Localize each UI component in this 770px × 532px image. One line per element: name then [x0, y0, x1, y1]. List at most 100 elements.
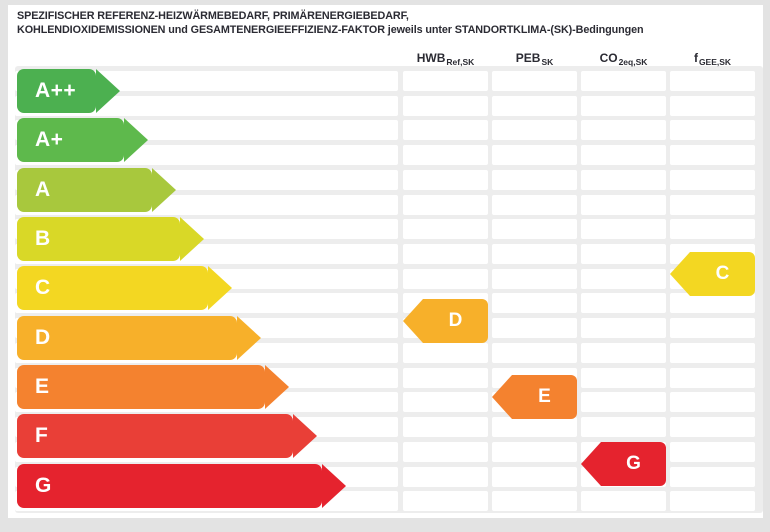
chart-title-line2: KOHLENDIOXIDEMISSIONEN und GESAMTENERGIE… — [17, 24, 644, 36]
grid-cell — [581, 71, 666, 91]
grid-cell — [581, 145, 666, 165]
rating-marker-label: G — [626, 453, 641, 474]
grid-cell — [492, 219, 577, 239]
grid-cell — [492, 442, 577, 462]
grid-cell — [492, 293, 577, 313]
arrow-left-icon — [581, 442, 601, 486]
grid-cell — [670, 71, 755, 91]
column-header-main: CO — [599, 51, 618, 65]
chart-title: SPEZIFISCHER REFERENZ-HEIZWÄRMEBEDARF, P… — [17, 9, 644, 37]
rating-marker-fgee-C: C — [670, 252, 755, 296]
arrow-right-icon — [180, 217, 204, 261]
class-arrow-B: B — [17, 217, 204, 261]
grid-cell — [403, 219, 488, 239]
grid-cell — [670, 318, 755, 338]
column-header-main: HWB — [416, 51, 446, 65]
class-arrow-body — [17, 365, 265, 409]
column-header-co2: CO2eq,SK — [581, 51, 666, 67]
arrow-left-icon — [403, 299, 423, 343]
grid-cell — [492, 491, 577, 511]
arrow-right-icon — [208, 266, 232, 310]
class-arrow-A++: A++ — [17, 69, 120, 113]
class-arrow-body — [17, 316, 237, 360]
column-headers: HWBRef,SK PEBSK CO2eq,SK fGEE,SK — [0, 51, 770, 69]
grid-cell — [403, 145, 488, 165]
grid-cell — [581, 269, 666, 289]
class-arrow-label: D — [35, 326, 51, 349]
column-header-main: PEB — [515, 51, 541, 65]
class-arrow-body — [17, 464, 322, 508]
class-arrow-A: A — [17, 168, 176, 212]
grid-cell — [492, 195, 577, 215]
rating-marker-peb-E: E — [492, 375, 577, 419]
rating-marker-body — [601, 442, 666, 486]
grid-cell — [403, 491, 488, 511]
class-arrow-body — [17, 69, 96, 113]
grid-cell — [670, 417, 755, 437]
grid-cell — [403, 96, 488, 116]
class-arrow-G: G — [17, 464, 346, 508]
class-arrow-D: D — [17, 316, 261, 360]
class-arrow-label: G — [35, 474, 52, 497]
grid-cell — [581, 392, 666, 412]
grid-cell — [403, 442, 488, 462]
arrow-right-icon — [293, 414, 317, 458]
column-header-main: f — [693, 51, 698, 65]
rating-marker-label: C — [715, 263, 730, 284]
class-arrow-label: A++ — [35, 79, 77, 102]
grid-cell — [492, 417, 577, 437]
column-header-fgee: fGEE,SK — [670, 51, 755, 67]
grid-cell — [581, 318, 666, 338]
class-arrow-label: A+ — [35, 128, 64, 151]
grid-cell — [581, 343, 666, 363]
grid-cell — [403, 170, 488, 190]
grid-cell — [670, 442, 755, 462]
arrow-right-icon — [124, 118, 148, 162]
grid-cell — [492, 343, 577, 363]
grid-cell — [670, 392, 755, 412]
rating-marker-body — [423, 299, 488, 343]
grid-cell — [403, 244, 488, 264]
grid-cell — [581, 368, 666, 388]
grid-cell — [403, 71, 488, 91]
grid-cell — [670, 170, 755, 190]
grid-cell — [670, 219, 755, 239]
grid-cell — [670, 96, 755, 116]
arrow-right-icon — [265, 365, 289, 409]
column-header-subscript: SK — [541, 57, 554, 67]
arrow-right-icon — [96, 69, 120, 113]
grid-cell — [403, 120, 488, 140]
rating-marker-body — [512, 375, 577, 419]
grid-cell — [492, 71, 577, 91]
arrow-left-icon — [492, 375, 512, 419]
grid-cell — [670, 491, 755, 511]
rating-marker-label: E — [538, 386, 551, 407]
grid-cell — [492, 170, 577, 190]
grid-cell — [403, 269, 488, 289]
grid-cell — [581, 96, 666, 116]
grid-cell — [492, 145, 577, 165]
grid-cell — [403, 417, 488, 437]
arrow-right-icon — [322, 464, 346, 508]
class-arrow-label: B — [35, 227, 51, 250]
grid-cell — [581, 491, 666, 511]
grid-cell — [581, 417, 666, 437]
grid-cell — [581, 195, 666, 215]
column-header-subscript: Ref,SK — [446, 57, 475, 67]
class-arrow-body — [17, 118, 124, 162]
grid-cell — [670, 120, 755, 140]
class-arrow-label: E — [35, 375, 50, 398]
class-arrow-C: C — [17, 266, 232, 310]
grid-cell — [670, 368, 755, 388]
column-header-peb: PEBSK — [492, 51, 577, 67]
grid-cell — [670, 343, 755, 363]
grid-cell — [581, 170, 666, 190]
column-header-subscript: GEE,SK — [698, 57, 732, 67]
grid-cell — [403, 195, 488, 215]
class-arrow-label: A — [35, 178, 51, 201]
class-arrow-A+: A+ — [17, 118, 148, 162]
grid-cell — [581, 244, 666, 264]
class-arrow-E: E — [17, 365, 289, 409]
grid-cell — [670, 195, 755, 215]
